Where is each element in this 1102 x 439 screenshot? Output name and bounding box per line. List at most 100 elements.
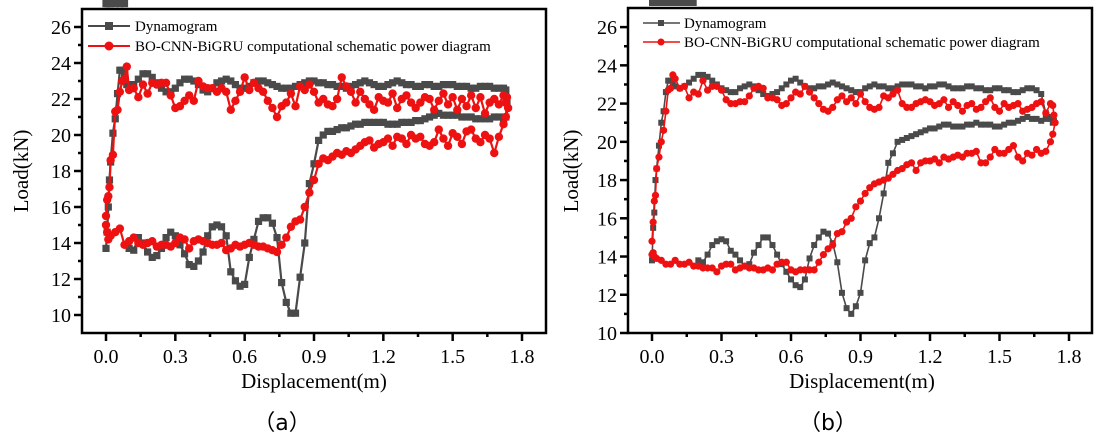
data-point (490, 113, 498, 121)
y-tick-label: 10 (51, 305, 71, 327)
data-point (356, 79, 364, 87)
data-point (667, 77, 674, 84)
data-point (153, 252, 161, 260)
data-point (950, 85, 957, 92)
data-point (148, 73, 156, 81)
data-point (866, 184, 874, 192)
data-point (180, 250, 189, 258)
data-point (278, 279, 286, 287)
data-point (959, 85, 966, 92)
data-point (737, 257, 744, 264)
legend-label-bo-cnn-bigru: BO-CNN-BiGRU computational schematic pow… (135, 39, 491, 55)
data-point (462, 82, 471, 90)
data-point (986, 94, 994, 102)
data-point (861, 189, 869, 198)
data-point (264, 79, 272, 87)
data-point (448, 129, 457, 138)
data-point (286, 222, 296, 231)
data-point (1010, 89, 1017, 96)
data-point (388, 120, 397, 128)
data-point (310, 77, 318, 85)
data-point (936, 123, 943, 130)
data-point (958, 107, 967, 115)
data-point (695, 71, 702, 78)
data-point (825, 230, 832, 237)
data-point (968, 99, 976, 108)
data-point (806, 255, 813, 262)
data-point (876, 83, 883, 90)
data-point (667, 0, 674, 6)
data-point (649, 257, 655, 264)
data-point (717, 86, 726, 94)
data-point (268, 81, 276, 89)
data-point (286, 89, 296, 98)
data-point (259, 77, 267, 85)
data-point (709, 77, 716, 84)
data-point (717, 262, 726, 270)
y-tick-label: 18 (51, 161, 71, 183)
data-point (338, 124, 346, 132)
x-tick-label: 1.2 (918, 346, 943, 368)
data-point (245, 253, 253, 261)
data-point (143, 89, 152, 98)
data-point (398, 79, 406, 87)
data-point (843, 85, 850, 92)
data-point (337, 73, 346, 82)
data-point (987, 87, 994, 94)
data-point (650, 197, 658, 205)
data-point (889, 85, 896, 92)
data-point (1010, 119, 1017, 126)
data-point (402, 91, 411, 100)
series-bo-cnn-bigru (101, 62, 513, 257)
data-point (769, 91, 776, 98)
data-point (476, 115, 484, 123)
data-point (815, 83, 822, 90)
y-tick-label: 12 (597, 285, 617, 307)
data-point (829, 79, 836, 86)
data-point (259, 214, 267, 222)
data-point (856, 197, 865, 205)
data-point (102, 244, 110, 252)
data-point (467, 113, 475, 121)
data-point (501, 112, 511, 122)
data-point (954, 123, 961, 130)
data-point (991, 145, 999, 154)
data-point (741, 83, 748, 90)
data-point (704, 251, 711, 258)
data-point (922, 127, 929, 134)
data-point (727, 247, 734, 254)
data-point (328, 127, 337, 135)
data-point (815, 258, 823, 266)
data-point (105, 183, 114, 192)
y-axis-title-a: Load(kN) (9, 130, 33, 213)
data-point (796, 90, 804, 98)
data-point (412, 82, 420, 90)
data-point (852, 303, 859, 310)
data-point (379, 118, 387, 126)
data-point (954, 101, 962, 110)
data-point (241, 280, 249, 288)
data-point (134, 93, 143, 102)
data-point (333, 126, 341, 134)
data-point (277, 240, 286, 249)
data-point (774, 89, 781, 96)
data-point (704, 73, 711, 80)
data-point (222, 75, 230, 83)
data-point (221, 246, 231, 255)
data-point (1014, 99, 1022, 108)
y-tick-label: 18 (597, 170, 617, 192)
y-tick-label: 24 (597, 55, 617, 77)
data-point (699, 259, 706, 266)
data-point (792, 75, 799, 82)
data-point (443, 141, 453, 150)
y-tick-label: 16 (51, 197, 71, 219)
data-point (649, 0, 655, 6)
data-point (922, 85, 929, 92)
data-point (718, 236, 725, 243)
data-point (161, 78, 171, 88)
data-point (268, 219, 276, 227)
data-point (899, 81, 906, 88)
data-point (278, 84, 286, 92)
x-tick-label: 0.9 (302, 346, 327, 368)
